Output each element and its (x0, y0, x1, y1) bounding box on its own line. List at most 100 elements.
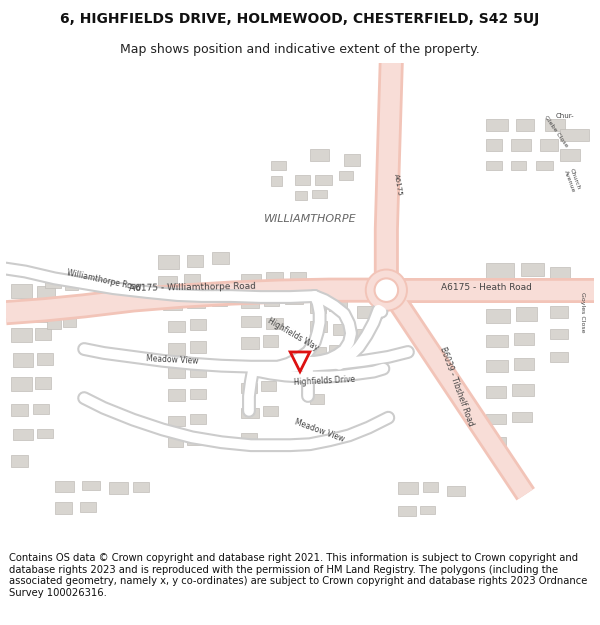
Bar (487, 386, 506, 398)
Bar (447, 486, 465, 496)
Bar (82, 481, 100, 491)
Bar (266, 272, 283, 286)
Bar (241, 274, 261, 288)
Bar (158, 276, 178, 288)
Bar (310, 347, 326, 357)
Bar (487, 414, 506, 424)
Bar (285, 292, 303, 304)
Bar (310, 321, 328, 332)
Bar (212, 252, 229, 264)
Bar (516, 307, 538, 321)
Bar (536, 161, 553, 171)
Bar (184, 274, 200, 286)
Bar (550, 267, 570, 278)
Bar (521, 262, 544, 276)
Bar (167, 416, 185, 426)
Bar (212, 294, 227, 306)
Bar (516, 119, 533, 131)
Text: Highfields Way: Highfields Way (266, 316, 320, 352)
Bar (545, 119, 565, 131)
Bar (398, 482, 418, 494)
Text: Map shows position and indicative extent of the property.: Map shows position and indicative extent… (120, 44, 480, 56)
Bar (271, 161, 286, 171)
Bar (511, 139, 530, 151)
Bar (11, 455, 28, 467)
Bar (11, 284, 32, 298)
Bar (190, 341, 206, 353)
Bar (11, 378, 32, 391)
Text: WILLIAMTHORPE: WILLIAMTHORPE (263, 214, 356, 224)
Bar (11, 306, 30, 319)
Bar (398, 506, 416, 516)
Bar (241, 338, 259, 349)
Text: Church
Avenue: Church Avenue (563, 168, 581, 193)
Bar (310, 149, 329, 161)
Bar (241, 296, 259, 308)
Bar (261, 381, 277, 391)
Bar (37, 286, 55, 300)
Bar (487, 438, 506, 447)
Bar (263, 294, 280, 306)
Text: A6175: A6175 (393, 174, 403, 197)
Bar (13, 429, 33, 440)
Text: Meadow View: Meadow View (293, 418, 346, 444)
Bar (55, 481, 74, 492)
Bar (290, 271, 306, 283)
Circle shape (365, 269, 408, 312)
Bar (331, 278, 347, 290)
Bar (167, 389, 185, 401)
Text: Meadow View: Meadow View (146, 354, 199, 366)
Bar (62, 298, 76, 308)
Bar (550, 352, 568, 362)
Circle shape (374, 278, 398, 302)
Bar (339, 171, 353, 180)
Bar (310, 372, 326, 381)
Bar (329, 345, 343, 355)
Bar (13, 353, 33, 367)
Bar (295, 176, 310, 185)
Bar (422, 482, 439, 492)
Bar (487, 139, 502, 151)
Bar (167, 367, 185, 379)
Bar (487, 335, 508, 347)
Bar (541, 139, 558, 151)
Bar (310, 394, 323, 404)
Bar (11, 404, 28, 416)
Bar (487, 262, 514, 278)
Bar (357, 329, 371, 339)
Bar (35, 328, 51, 340)
Bar (271, 176, 283, 186)
Bar (560, 129, 589, 141)
Bar (37, 353, 53, 365)
Bar (187, 296, 205, 308)
Bar (334, 324, 349, 335)
Bar (518, 284, 539, 298)
Text: Glebe Close: Glebe Close (544, 114, 569, 148)
Bar (357, 306, 373, 318)
Bar (37, 429, 53, 438)
Bar (329, 369, 343, 379)
Bar (310, 301, 326, 312)
Bar (187, 438, 201, 445)
Bar (163, 298, 182, 310)
Bar (263, 406, 278, 416)
Bar (133, 482, 149, 492)
Text: A6175 - Williamthorpe Road: A6175 - Williamthorpe Road (128, 282, 256, 293)
Bar (11, 328, 32, 342)
Text: Highfields Drive: Highfields Drive (293, 374, 355, 386)
Bar (190, 367, 206, 376)
Bar (241, 360, 259, 372)
Bar (315, 176, 332, 185)
Bar (550, 286, 568, 298)
Bar (47, 319, 61, 329)
Bar (329, 299, 347, 311)
Text: Williamthorpe Road: Williamthorpe Road (66, 268, 142, 292)
Bar (487, 309, 510, 322)
Bar (167, 438, 183, 447)
Text: B6039 - Tibshelf Road: B6039 - Tibshelf Road (439, 346, 476, 428)
Bar (241, 316, 261, 328)
Bar (266, 318, 283, 329)
Bar (512, 412, 532, 422)
Bar (511, 161, 526, 171)
Bar (167, 343, 185, 355)
